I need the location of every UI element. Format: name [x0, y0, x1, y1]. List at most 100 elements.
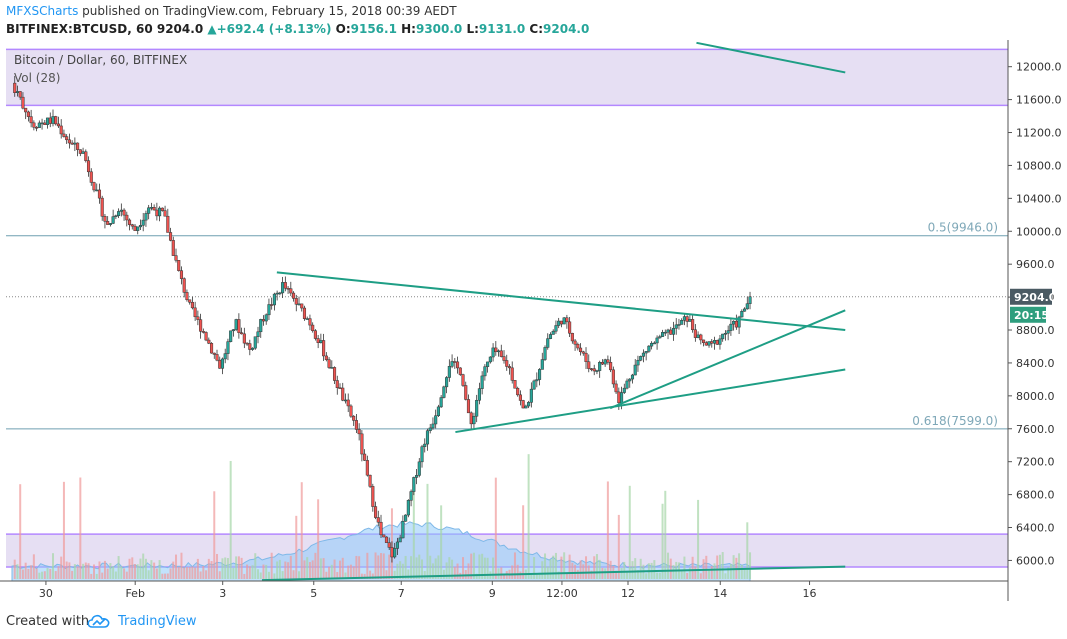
volume-bar: [295, 515, 298, 579]
volume-bar: [535, 573, 538, 579]
candle-body: [177, 260, 181, 271]
volume-bar: [412, 486, 415, 579]
candle-body: [308, 318, 312, 326]
candle-body: [494, 347, 498, 353]
volume-bar: [710, 566, 713, 579]
candle-body: [475, 399, 479, 417]
volume-bar: [150, 560, 153, 579]
candle-body: [160, 207, 164, 211]
volume-bar: [155, 568, 158, 579]
time-axis-tick-label: 14: [713, 587, 727, 600]
candle-body: [450, 361, 454, 367]
time-axis-tick-label: 12: [621, 587, 635, 600]
candle-body: [43, 122, 47, 125]
volume-bar: [287, 562, 290, 579]
chart-title: Bitcoin / Dollar, 60, BITFINEX: [14, 53, 187, 67]
candle-body: [568, 321, 572, 334]
candle-body: [289, 288, 293, 294]
candle-body: [324, 355, 328, 360]
volume-bar: [431, 563, 434, 579]
candle-body: [417, 461, 421, 476]
time-axis-tick-label: 12:00: [546, 587, 578, 600]
candle-body: [535, 379, 539, 382]
candle-body: [718, 338, 722, 345]
volume-bar: [680, 570, 683, 579]
tradingview-brand-link[interactable]: TradingView: [118, 614, 197, 629]
volume-bar: [177, 566, 180, 579]
volume-bar: [311, 560, 314, 579]
volume-bar: [166, 573, 169, 579]
volume-bar: [467, 563, 470, 579]
candle-body: [51, 116, 55, 124]
candle-body: [486, 361, 490, 367]
volume-bar: [164, 573, 167, 579]
volume-bar: [246, 564, 249, 579]
low-value: 9131.0: [478, 22, 526, 36]
volume-bar: [125, 571, 128, 579]
volume-bar: [699, 573, 702, 579]
volume-bar: [333, 559, 336, 579]
high-label: H:: [401, 22, 416, 36]
candle-body: [250, 347, 255, 350]
candle-body: [469, 412, 473, 425]
volume-bar: [563, 552, 566, 579]
volume-bar: [399, 561, 402, 579]
volume-bar: [112, 566, 115, 579]
volume-bar: [448, 557, 451, 579]
candle-body: [647, 345, 651, 352]
candle-body: [641, 352, 645, 357]
bar-timer-text: 20:15: [1014, 309, 1049, 322]
candle-body: [35, 127, 39, 129]
volume-bar: [117, 556, 120, 579]
volume-bar: [13, 559, 16, 579]
candle-body: [76, 142, 80, 150]
candle-body: [242, 333, 246, 344]
candle-body: [428, 427, 432, 431]
candle-body: [611, 369, 615, 385]
volume-bar: [541, 561, 544, 579]
candle-body: [248, 343, 252, 350]
volume-bar: [453, 566, 456, 579]
close-label: C:: [529, 22, 544, 36]
volume-bar: [68, 562, 71, 579]
price-chart[interactable]: 0.5(9946.0) 0.618(7599.0) 6000.0 6400.0 680…: [0, 40, 1067, 603]
volume-bar: [358, 556, 361, 579]
candle-body: [357, 429, 361, 435]
candle-body: [712, 340, 717, 344]
candle-body: [639, 356, 643, 361]
volume-bar: [185, 567, 188, 579]
candle-body: [13, 82, 17, 93]
volume-bar: [183, 567, 186, 579]
candle-body: [562, 317, 566, 325]
candle-body: [371, 486, 375, 507]
candle-body: [122, 209, 126, 216]
volume-bar: [705, 555, 708, 579]
candle-body: [297, 303, 301, 306]
volume-bar: [366, 552, 369, 579]
volume-bar: [697, 499, 700, 579]
candle-body: [609, 362, 613, 371]
volume-bar: [76, 566, 79, 579]
volume-bar: [609, 560, 612, 579]
candle-body: [409, 491, 413, 501]
price-axis-tick-label: 10400.0: [1016, 192, 1062, 205]
candle-body: [327, 359, 331, 368]
volume-bar: [371, 573, 374, 579]
price-axis-tick-label: 8800.0: [1016, 324, 1055, 337]
author-link[interactable]: MFXSCharts: [6, 4, 79, 18]
candle-body: [294, 298, 298, 305]
volume-bar: [434, 558, 437, 579]
volume-bar: [196, 558, 199, 579]
candle-body: [218, 359, 222, 369]
candle-body: [538, 369, 542, 380]
candle-body: [67, 139, 71, 144]
volume-bar: [175, 554, 178, 579]
volume-bar: [440, 505, 443, 579]
candle-body: [81, 151, 85, 154]
candle-body: [240, 332, 244, 335]
candle-body: [702, 339, 706, 343]
candle-body: [650, 342, 654, 347]
volume-bar: [669, 558, 672, 579]
volume-bar: [21, 569, 24, 579]
volume-bar: [240, 557, 243, 579]
